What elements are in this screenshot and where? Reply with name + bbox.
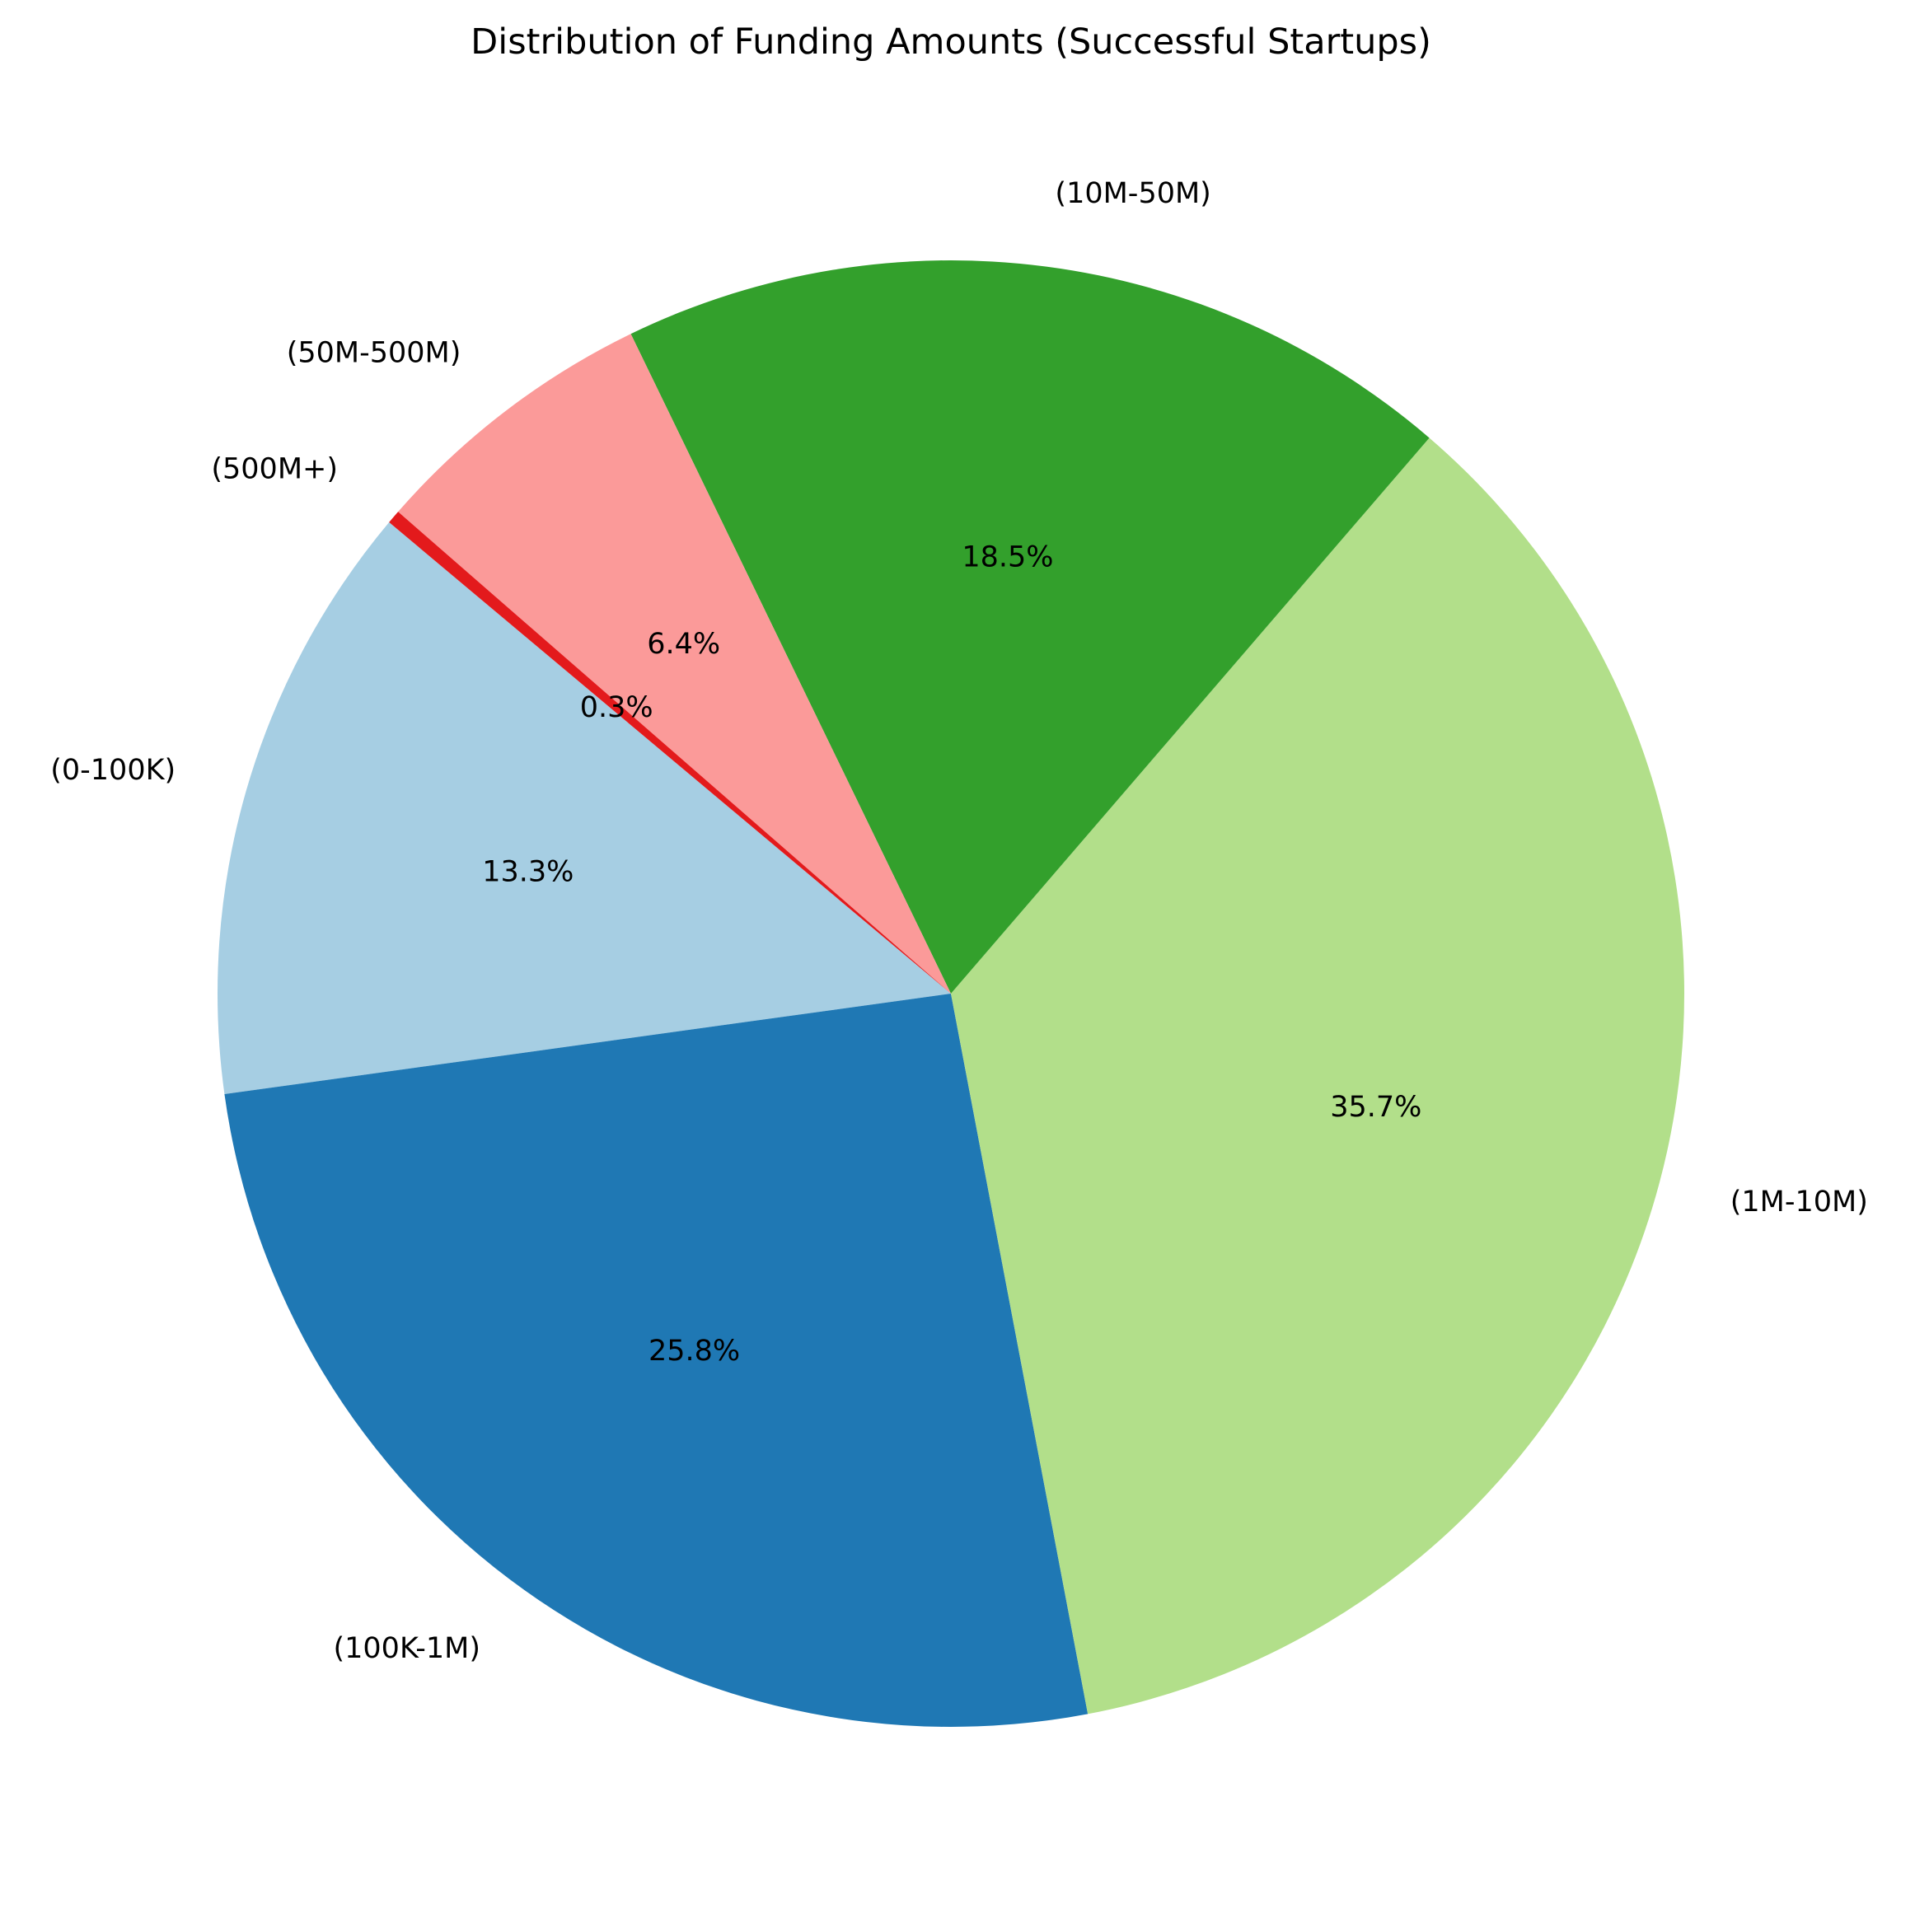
pie-slice-0-100k — [217, 522, 951, 1095]
slice-label-10m-50m: (10M-50M) — [1055, 177, 1210, 210]
pct-label-10m-50m: 18.5% — [962, 540, 1053, 573]
percentage-labels: 13.3% 25.8% 35.7% 18.5% 6.4% 0.3% — [482, 540, 1421, 1367]
pct-label-1m-10m: 35.7% — [1330, 1091, 1421, 1124]
slice-label-0-100k: (0-100K) — [50, 754, 176, 787]
pie-slices — [217, 260, 1684, 1727]
slice-label-500m: (500M+) — [211, 453, 338, 486]
pie-slice-50m-500m — [398, 334, 951, 994]
pct-label-100k-1m: 25.8% — [648, 1335, 740, 1368]
pct-label-0-100k: 13.3% — [482, 855, 574, 888]
pct-label-50m-500m: 6.4% — [647, 628, 720, 661]
pie-slice-1m-10m — [951, 437, 1684, 1714]
pie-slice-10m-50m — [630, 260, 1430, 994]
slice-label-100k-1m: (100K-1M) — [333, 1632, 480, 1665]
slice-label-50m-500m: (50M-500M) — [287, 336, 461, 369]
slice-labels: (0-100K) (100K-1M) (1M-10M) (10M-50M) (50M-5… — [50, 177, 1868, 1665]
pie-slice-500m — [389, 512, 951, 994]
slice-label-1m-10m: (1M-10M) — [1730, 1186, 1868, 1219]
chart-title: Distribution of Funding Amounts (Success… — [471, 21, 1431, 63]
pie-slice-100k-1m — [224, 994, 1089, 1727]
pct-label-500m: 0.3% — [580, 691, 653, 724]
